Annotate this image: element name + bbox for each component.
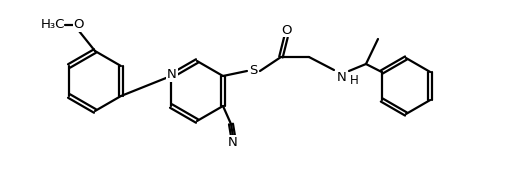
Text: O: O	[282, 23, 292, 36]
Text: O: O	[74, 19, 84, 32]
Text: S: S	[249, 64, 257, 77]
Text: N: N	[228, 135, 238, 148]
Text: N: N	[337, 71, 347, 84]
Text: H: H	[350, 74, 359, 87]
Text: N: N	[167, 69, 177, 82]
Text: H₃C: H₃C	[41, 19, 65, 32]
